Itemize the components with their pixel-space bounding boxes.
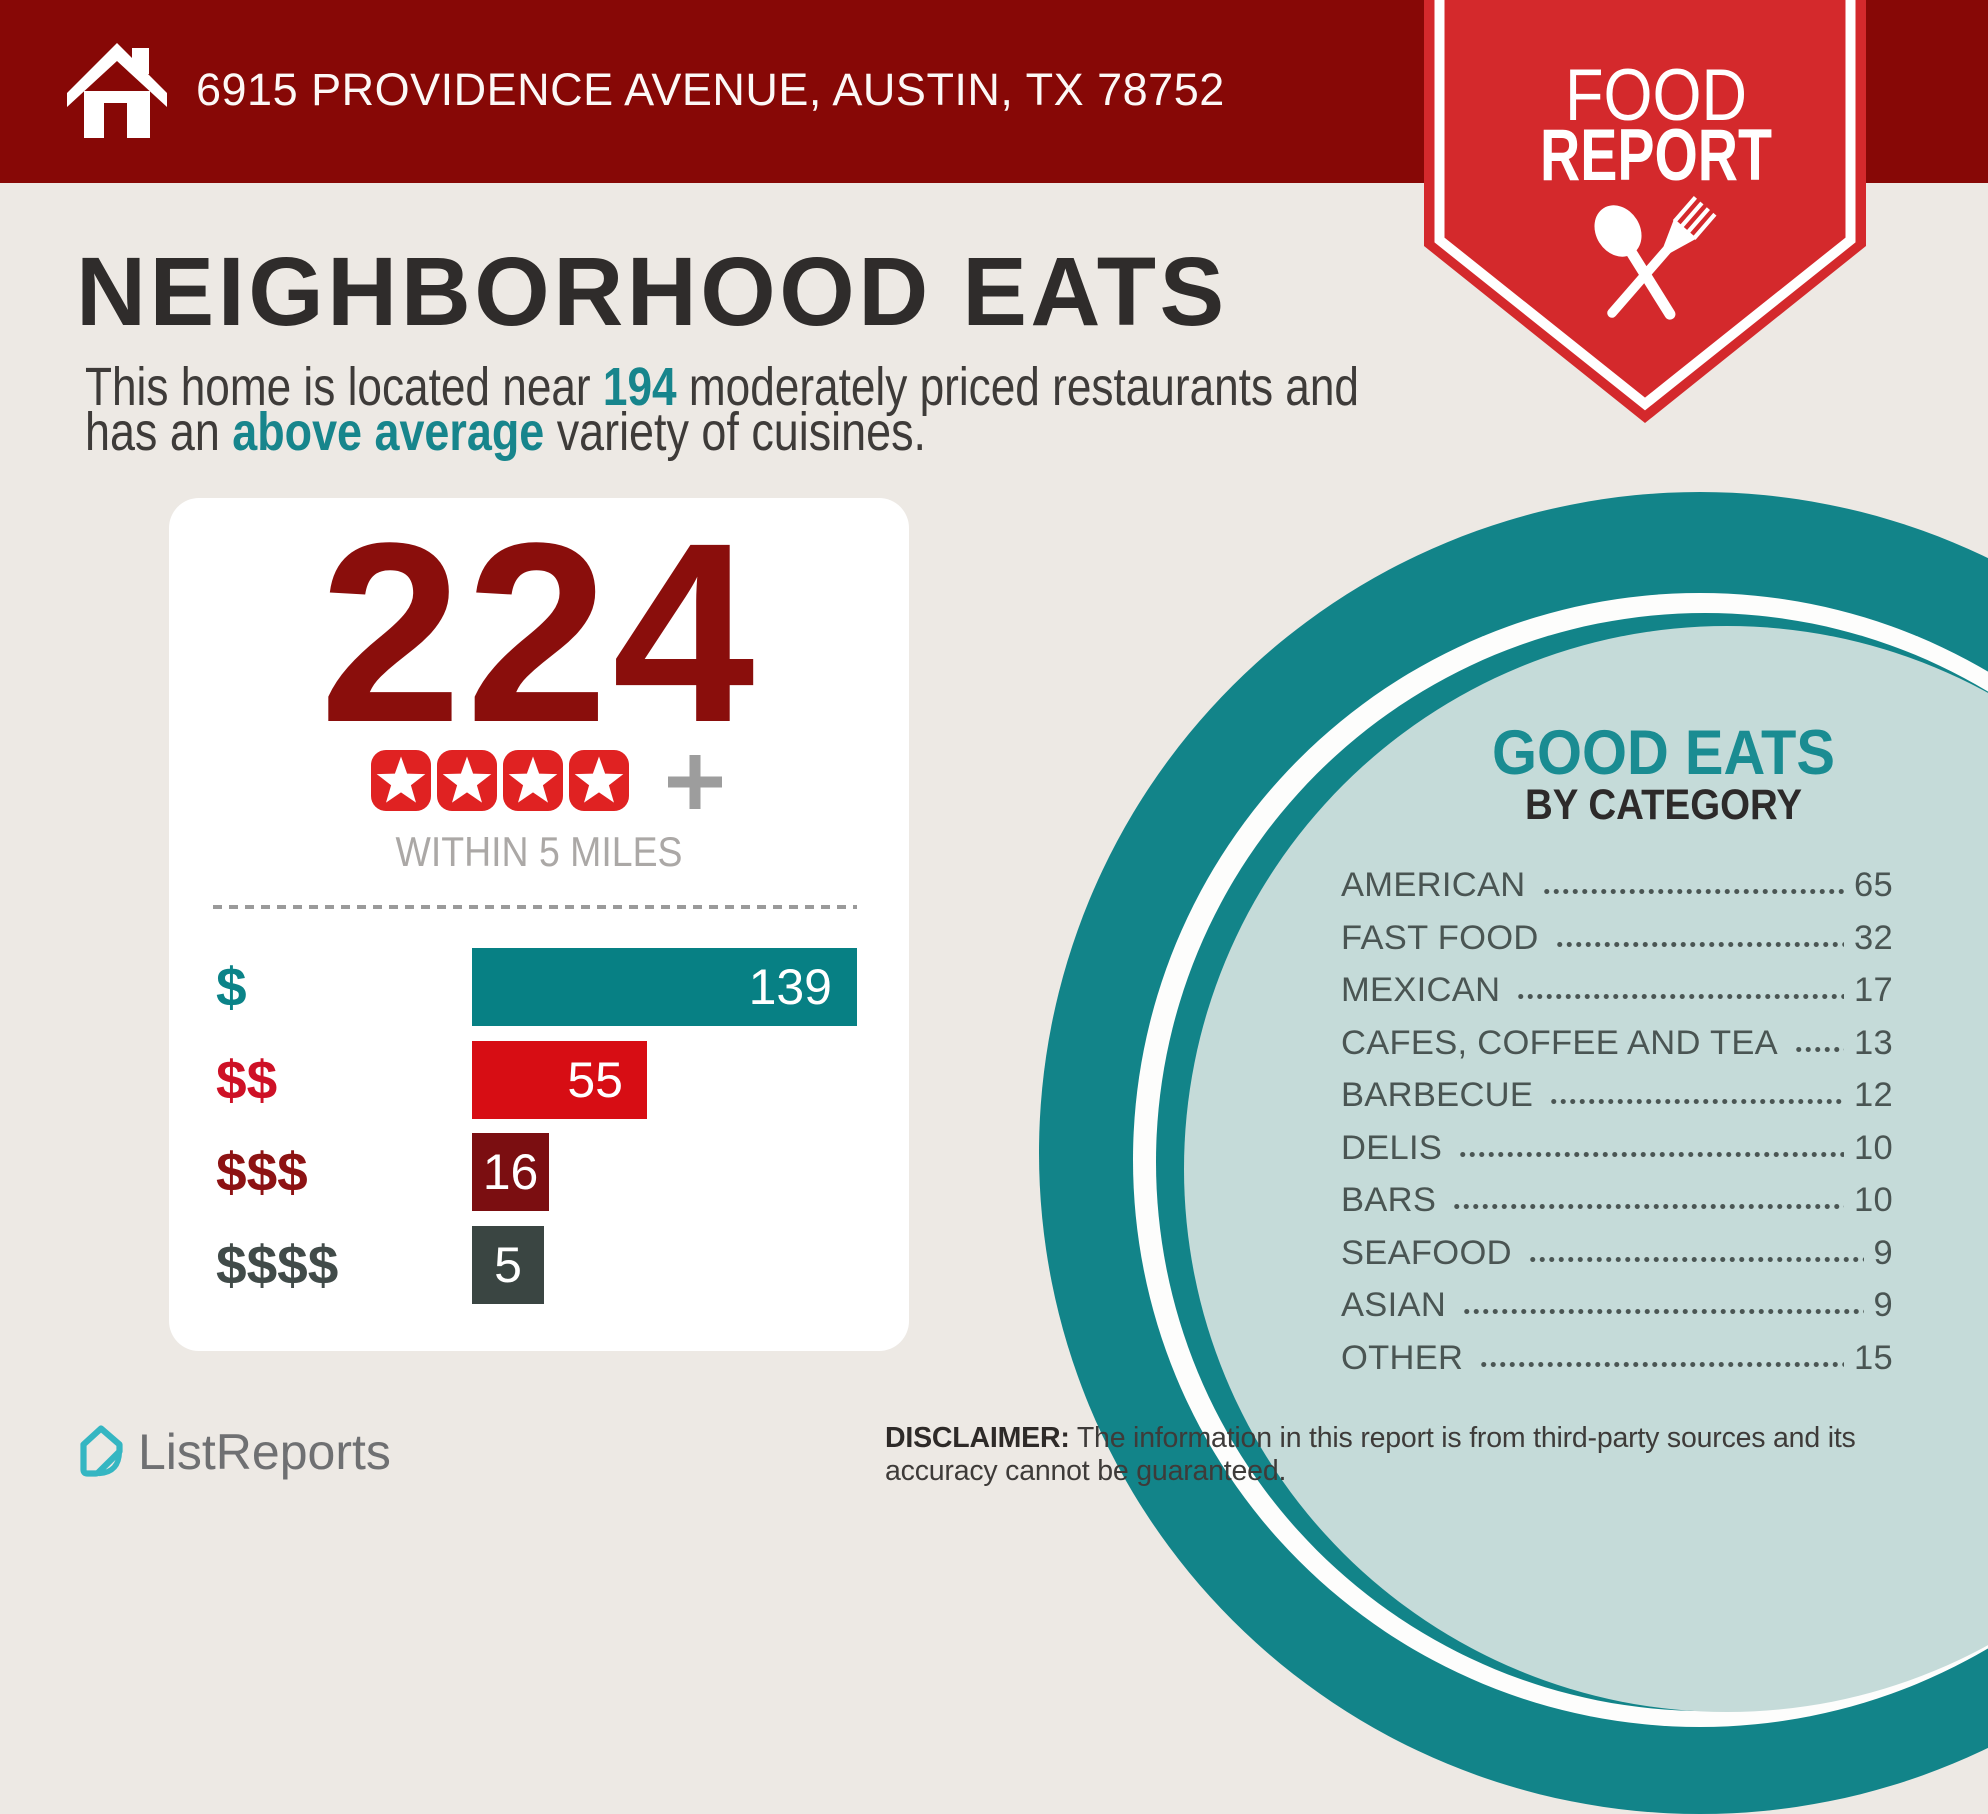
svg-text:This home is located near 194: This home is located near 194 moderately… (85, 357, 1359, 417)
svg-text:FOOD: FOOD (1565, 55, 1747, 136)
svg-text:REPORT: REPORT (1540, 115, 1772, 196)
svg-text:GOOD EATS: GOOD EATS (1492, 718, 1835, 788)
svg-text:BY CATEGORY: BY CATEGORY (1525, 781, 1802, 829)
svg-text:has an above average variety o: has an above average variety of cuisines… (85, 402, 926, 462)
svg-text:WITHIN 5 MILES: WITHIN 5 MILES (396, 828, 683, 875)
